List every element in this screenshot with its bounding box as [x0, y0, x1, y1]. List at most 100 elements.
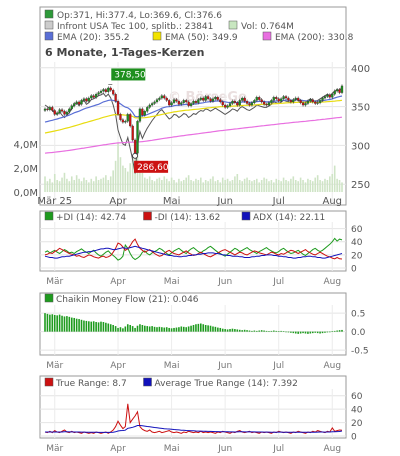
volume-bar: [58, 181, 61, 192]
cmf-bar: [333, 330, 336, 332]
candle-down: [131, 125, 134, 141]
volume-bar: [270, 180, 273, 192]
candle-up: [150, 103, 154, 106]
candle-up: [107, 87, 110, 92]
cmf-bar: [268, 331, 270, 332]
volume-bar: [165, 178, 168, 192]
volume-bar: [190, 180, 192, 192]
candle-up: [238, 100, 241, 106]
atr-x-axis: Mär Apr Mai Jun Jul Aug: [46, 444, 341, 454]
candle-down: [289, 100, 293, 103]
candle-up: [270, 100, 273, 103]
volume-bar: [226, 178, 229, 192]
volume-bar: [282, 177, 285, 192]
candle-up: [250, 102, 254, 106]
price-tick-label: 350: [351, 103, 370, 114]
cmf-bar: [187, 326, 190, 332]
cmf-bar: [66, 316, 68, 332]
dmi-x-axis: Mär Apr Mai Jun Jul Aug: [46, 277, 341, 287]
candle-down: [243, 97, 246, 102]
candle-up: [323, 96, 327, 99]
volume-bar: [168, 181, 170, 192]
cmf-bar: [131, 326, 134, 332]
volume-bar: [260, 180, 263, 192]
cmf-bar: [175, 327, 178, 332]
volume-bar: [51, 182, 54, 192]
candle-up: [282, 96, 285, 99]
candle-up: [199, 97, 202, 100]
candle-up: [316, 102, 319, 104]
cmf-bar: [105, 322, 107, 332]
atr-legend: True Range: 8.7 Average True Range (14): …: [44, 377, 298, 389]
candle-down: [297, 97, 300, 101]
x-tick-label: Apr: [110, 361, 126, 371]
volume-bar: [217, 180, 219, 192]
cmf-bar: [321, 331, 324, 334]
volume-bar: [299, 177, 302, 192]
candle-up: [272, 97, 275, 101]
candle-down: [63, 111, 66, 115]
x-tick-label: Jun: [216, 196, 233, 207]
cmf-bar: [109, 324, 112, 332]
candle-down: [260, 99, 263, 103]
x-tick-label: Jul: [272, 444, 284, 454]
candle-up: [75, 101, 78, 104]
volume-bar: [95, 176, 97, 192]
cmf-bar: [292, 331, 295, 334]
candle-down: [194, 101, 198, 103]
cmf-bar: [46, 313, 49, 332]
volume-bar: [214, 181, 217, 192]
benchmark-swatch: [44, 20, 54, 30]
x-tick-label: Mär: [46, 277, 63, 287]
volume-bar: [268, 181, 270, 192]
cmf-bar: [126, 324, 129, 332]
volume-bar: [56, 180, 58, 192]
atr-tick-label: 40: [351, 406, 363, 416]
candle-up: [99, 90, 103, 93]
legend-swatch: [143, 211, 152, 221]
cmf-bar: [282, 331, 285, 332]
candle-up: [292, 99, 295, 103]
cmf-bar: [270, 330, 273, 332]
candle-down: [277, 98, 280, 102]
candle-up: [148, 104, 151, 108]
price-tick-label: 300: [351, 141, 370, 152]
cmf-bar: [253, 330, 256, 332]
ema200-swatch: [262, 31, 272, 41]
candle-down: [265, 104, 268, 106]
cmf-bar: [338, 330, 341, 332]
candle-down: [262, 101, 266, 105]
candle-down: [223, 104, 227, 108]
cmf-bar: [119, 327, 122, 332]
candle-up: [48, 107, 52, 110]
candle-down: [202, 97, 205, 101]
volume-bar: [73, 180, 76, 192]
cmf-bar: [88, 321, 90, 332]
x-tick-label: Mai: [163, 196, 181, 207]
low-annotation-marker: [132, 152, 138, 159]
volume-bar: [331, 174, 334, 192]
candle-up: [197, 99, 200, 103]
volume-bar: [285, 180, 287, 192]
legend-label: +DI (14): 42.74: [56, 213, 126, 223]
cmf-legend: Chaikin Money Flow (21): 0.046: [44, 293, 199, 305]
cmf-bar: [324, 331, 326, 333]
x-tick-label: Mär 25: [37, 196, 72, 207]
candle-down: [77, 101, 81, 105]
atr-tick-label: 60: [351, 392, 363, 402]
volume-bar: [85, 180, 88, 192]
candle-up: [158, 97, 161, 100]
cmf-bar: [92, 321, 95, 332]
volume-bar: [309, 180, 312, 192]
volume-bar: [231, 180, 234, 192]
candle-down: [233, 101, 237, 103]
volume-text: Vol: 0.764M: [241, 22, 294, 32]
cmf-bar: [297, 331, 299, 334]
candle-up: [170, 102, 173, 106]
cmf-bar: [80, 319, 83, 332]
volume-bar: [139, 169, 141, 192]
cmf-bars: [44, 313, 343, 334]
candle-down: [141, 108, 144, 116]
cmf-bar: [214, 326, 217, 332]
ohlc-swatch: [44, 9, 54, 19]
